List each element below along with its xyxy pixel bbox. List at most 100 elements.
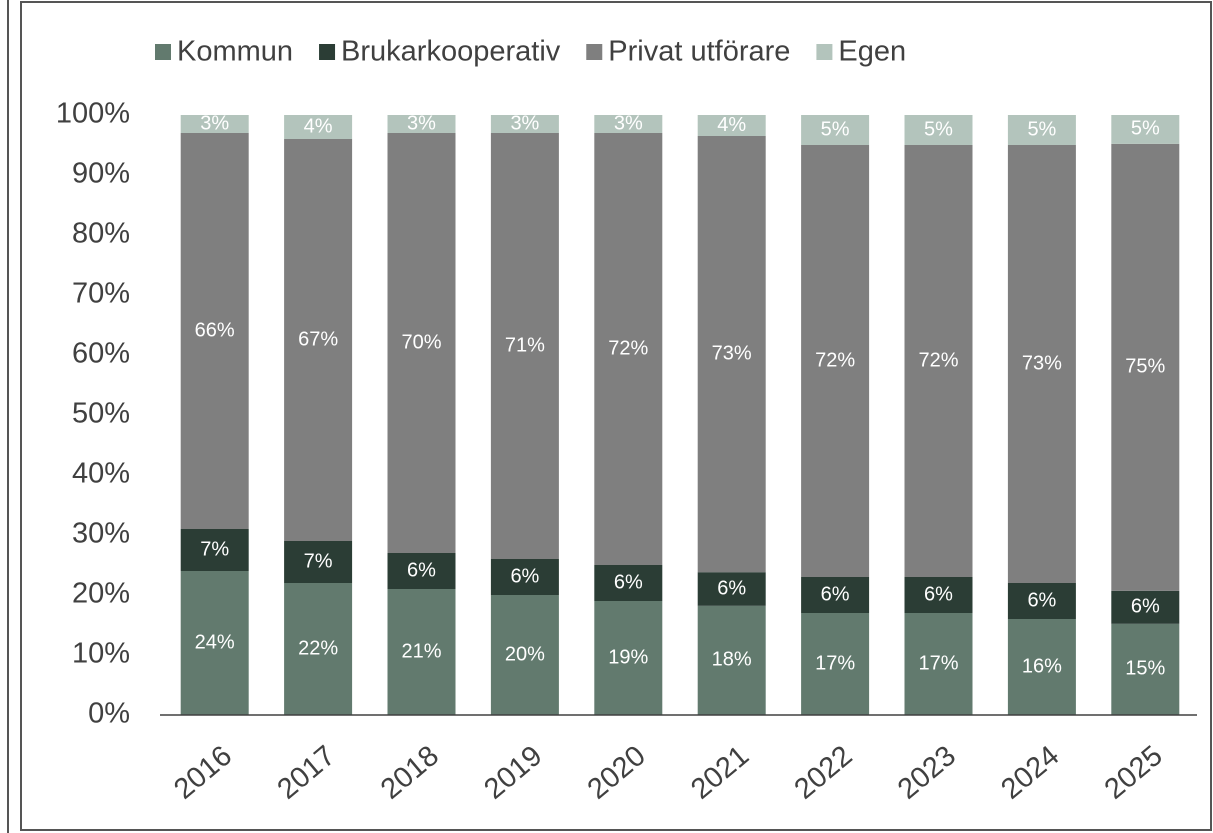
x-tick-label: 2017 [272, 740, 342, 806]
bar-segment [387, 589, 456, 715]
bar-segment [1111, 590, 1180, 624]
data-label: 75% [1125, 356, 1165, 378]
data-label: 16% [1022, 655, 1062, 677]
data-label: 6% [717, 577, 746, 599]
data-label: 3% [614, 112, 643, 134]
data-label: 6% [510, 565, 539, 587]
bar-segment [490, 115, 559, 133]
bar-segment [180, 133, 249, 529]
data-label: 20% [505, 643, 545, 665]
data-label: 6% [1131, 596, 1160, 618]
data-label: 72% [608, 337, 648, 359]
y-tick-label: 0% [88, 698, 130, 730]
x-tick-label: 2021 [685, 740, 755, 806]
y-tick-label: 100% [56, 98, 130, 130]
bar-segment [697, 572, 766, 606]
y-tick-label: 40% [72, 458, 130, 490]
x-tick-label: 2022 [789, 740, 859, 806]
bar-segment [387, 553, 456, 589]
data-label: 6% [1027, 589, 1056, 611]
data-label: 67% [298, 328, 338, 350]
y-tick-label: 20% [72, 578, 130, 610]
bar-segment [490, 133, 559, 559]
legend-label: Brukarkooperativ [341, 36, 561, 68]
data-label: 4% [304, 115, 333, 137]
bar-segment [1111, 623, 1180, 715]
bar-segment [904, 577, 973, 613]
data-label: 3% [510, 112, 539, 134]
x-tick-label: 2020 [582, 740, 652, 806]
bar-segment [594, 565, 663, 601]
data-label: 18% [712, 649, 752, 671]
data-label: 15% [1125, 658, 1165, 680]
bar-segment [697, 136, 766, 573]
data-label: 6% [614, 571, 643, 593]
y-tick-label: 50% [72, 398, 130, 430]
bar-segment [801, 577, 870, 613]
data-label: 5% [821, 118, 850, 140]
x-tick-label: 2016 [168, 740, 238, 806]
bar-segment [594, 133, 663, 565]
data-label: 73% [1022, 352, 1062, 374]
legend-swatch [155, 44, 171, 60]
bar-segment [697, 115, 766, 136]
data-label: 21% [401, 640, 441, 662]
bar-segment [490, 595, 559, 715]
legend-label: Privat utförare [608, 36, 790, 68]
bar-segment [180, 571, 249, 715]
x-tick-label: 2019 [478, 740, 548, 806]
data-label: 5% [1027, 118, 1056, 140]
data-label: 3% [407, 112, 436, 134]
bar-segment [904, 115, 973, 145]
data-label: 17% [815, 652, 855, 674]
bar-segment [284, 541, 353, 583]
legend-swatch [816, 44, 833, 60]
data-label: 3% [200, 112, 229, 134]
bar-segment [284, 139, 353, 541]
bar-segment [904, 145, 973, 577]
bar-segment [180, 529, 249, 571]
bar-segment [387, 115, 456, 133]
data-label: 72% [918, 349, 958, 371]
y-tick-label: 30% [72, 518, 130, 550]
bar-segment [904, 613, 973, 715]
data-label: 7% [304, 550, 333, 572]
bar-segment [801, 115, 870, 145]
bar-segment [284, 115, 353, 139]
data-label: 5% [1131, 118, 1160, 140]
x-tick-label: 2018 [375, 740, 445, 806]
data-label: 6% [407, 559, 436, 581]
legend-swatch [319, 44, 336, 60]
data-label: 5% [924, 118, 953, 140]
data-label: 24% [195, 631, 235, 653]
data-label: 73% [712, 342, 752, 364]
legend-label: Kommun [177, 36, 293, 68]
bar-segment [801, 613, 870, 715]
bar-segment [697, 605, 766, 715]
data-label: 7% [200, 538, 229, 560]
x-tick-label: 2025 [1099, 740, 1169, 806]
bar-segment [594, 601, 663, 715]
data-label: 6% [924, 583, 953, 605]
bar-segment [387, 133, 456, 553]
x-tick-label: 2023 [892, 740, 962, 806]
data-label: 17% [918, 652, 958, 674]
y-tick-label: 10% [72, 638, 130, 670]
y-tick-label: 60% [72, 338, 130, 370]
bar-segment [1111, 143, 1180, 591]
data-label: 70% [401, 331, 441, 353]
data-label: 66% [195, 319, 235, 341]
data-label: 71% [505, 334, 545, 356]
legend-label: Egen [838, 36, 906, 68]
y-tick-label: 70% [72, 278, 130, 310]
data-label: 19% [608, 646, 648, 668]
bar-segment [1007, 583, 1076, 619]
legend-swatch [586, 44, 603, 60]
bar-segment [801, 145, 870, 577]
data-label: 22% [298, 637, 338, 659]
bar-segment [1007, 145, 1076, 583]
data-label: 4% [717, 114, 746, 136]
bar-segment [1007, 619, 1076, 715]
data-label: 6% [821, 583, 850, 605]
